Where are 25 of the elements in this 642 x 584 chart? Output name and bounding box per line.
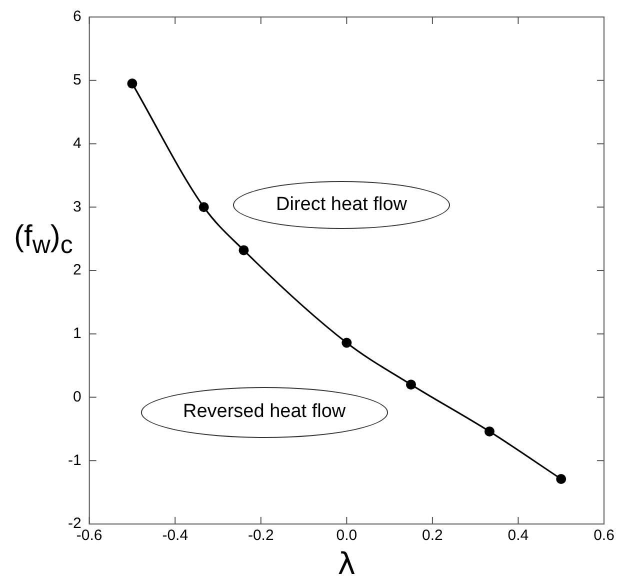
annotation: Reversed heat flow [182, 401, 346, 424]
x-tick-label: 0.6 [594, 527, 614, 544]
y-tick-label: 1 [72, 325, 82, 342]
y-tick-label: 4 [72, 134, 82, 152]
y-tick-label: 6 [72, 8, 82, 26]
point [198, 202, 209, 212]
y-tick-label: 2 [72, 262, 82, 279]
x-tick-label: 0.4 [508, 527, 529, 544]
point [484, 426, 494, 436]
x-tick-label: -0.2 [248, 527, 274, 544]
y-axis-title: (f$_{w}$)$_{c}$ [14, 220, 73, 259]
point [556, 474, 566, 484]
y-tick-label: -1 [68, 452, 82, 469]
x-tick-label: -0.4 [162, 527, 188, 544]
x-tick-label: 0.2 [422, 527, 443, 544]
annotation: Direct heat flow [276, 194, 407, 216]
x-tick-label: 0.0 [336, 527, 358, 544]
point [127, 78, 138, 89]
point [342, 338, 352, 348]
point [238, 245, 249, 256]
point [406, 380, 416, 390]
y-tick-label: 5 [72, 72, 82, 89]
x-axis-title: λ [338, 546, 356, 582]
y-tick-label: 0 [72, 388, 82, 406]
y-tick-label: 3 [72, 198, 82, 216]
